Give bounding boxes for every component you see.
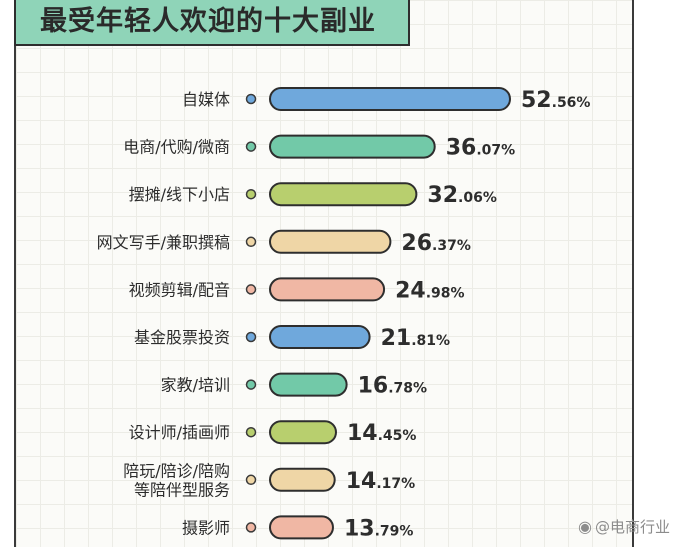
value-label: 26.37% bbox=[401, 231, 470, 256]
category-dot bbox=[245, 331, 257, 343]
bar bbox=[269, 325, 371, 349]
value-label: 16.78% bbox=[358, 374, 427, 399]
chart-title: 最受年轻人欢迎的十大副业 bbox=[14, 0, 410, 46]
value-label: 24.98% bbox=[395, 278, 464, 303]
watermark: ◉ @电商行业 bbox=[578, 516, 670, 537]
category-label: 基金股票投资 bbox=[134, 328, 230, 347]
bar bbox=[269, 515, 334, 540]
category-label: 摄影师 bbox=[182, 518, 230, 537]
value-label: 14.45% bbox=[347, 421, 416, 446]
category-label: 视频剪辑/配音 bbox=[129, 280, 230, 299]
category-label: 摆摊/线下小店 bbox=[129, 185, 230, 204]
category-dot bbox=[245, 236, 257, 248]
category-label: 陪玩/陪诊/陪购 bbox=[123, 461, 230, 480]
category-dot bbox=[245, 379, 257, 390]
category-dot bbox=[245, 426, 257, 438]
bar bbox=[269, 229, 392, 254]
bar bbox=[269, 420, 337, 445]
value-label: 13.79% bbox=[344, 516, 413, 541]
bar bbox=[269, 134, 436, 159]
watermark-text: @电商行业 bbox=[594, 518, 670, 536]
category-dot bbox=[245, 284, 257, 295]
category-label: 自媒体 bbox=[182, 90, 230, 109]
category-label: 家教/培训 bbox=[161, 376, 230, 395]
category-label: 等陪伴型服务 bbox=[134, 480, 230, 499]
category-dot bbox=[245, 188, 257, 200]
value-label: 52.56% bbox=[521, 88, 590, 113]
category-label: 电商/代购/微商 bbox=[123, 138, 230, 157]
bar bbox=[269, 87, 511, 111]
weibo-logo-icon: ◉ bbox=[578, 517, 592, 536]
bar bbox=[269, 372, 348, 397]
category-dot bbox=[245, 522, 257, 533]
value-label: 21.81% bbox=[381, 326, 450, 351]
bar bbox=[269, 467, 336, 492]
value-label: 32.06% bbox=[427, 183, 496, 208]
category-dot bbox=[245, 93, 257, 105]
category-label: 设计师/插画师 bbox=[129, 423, 230, 442]
value-label: 14.17% bbox=[346, 469, 415, 494]
value-label: 36.07% bbox=[446, 136, 515, 161]
category-label: 网文写手/兼职撰稿 bbox=[97, 233, 230, 252]
category-dot bbox=[245, 141, 257, 152]
bar bbox=[269, 182, 418, 207]
bar bbox=[269, 277, 386, 302]
category-dot bbox=[245, 474, 257, 486]
